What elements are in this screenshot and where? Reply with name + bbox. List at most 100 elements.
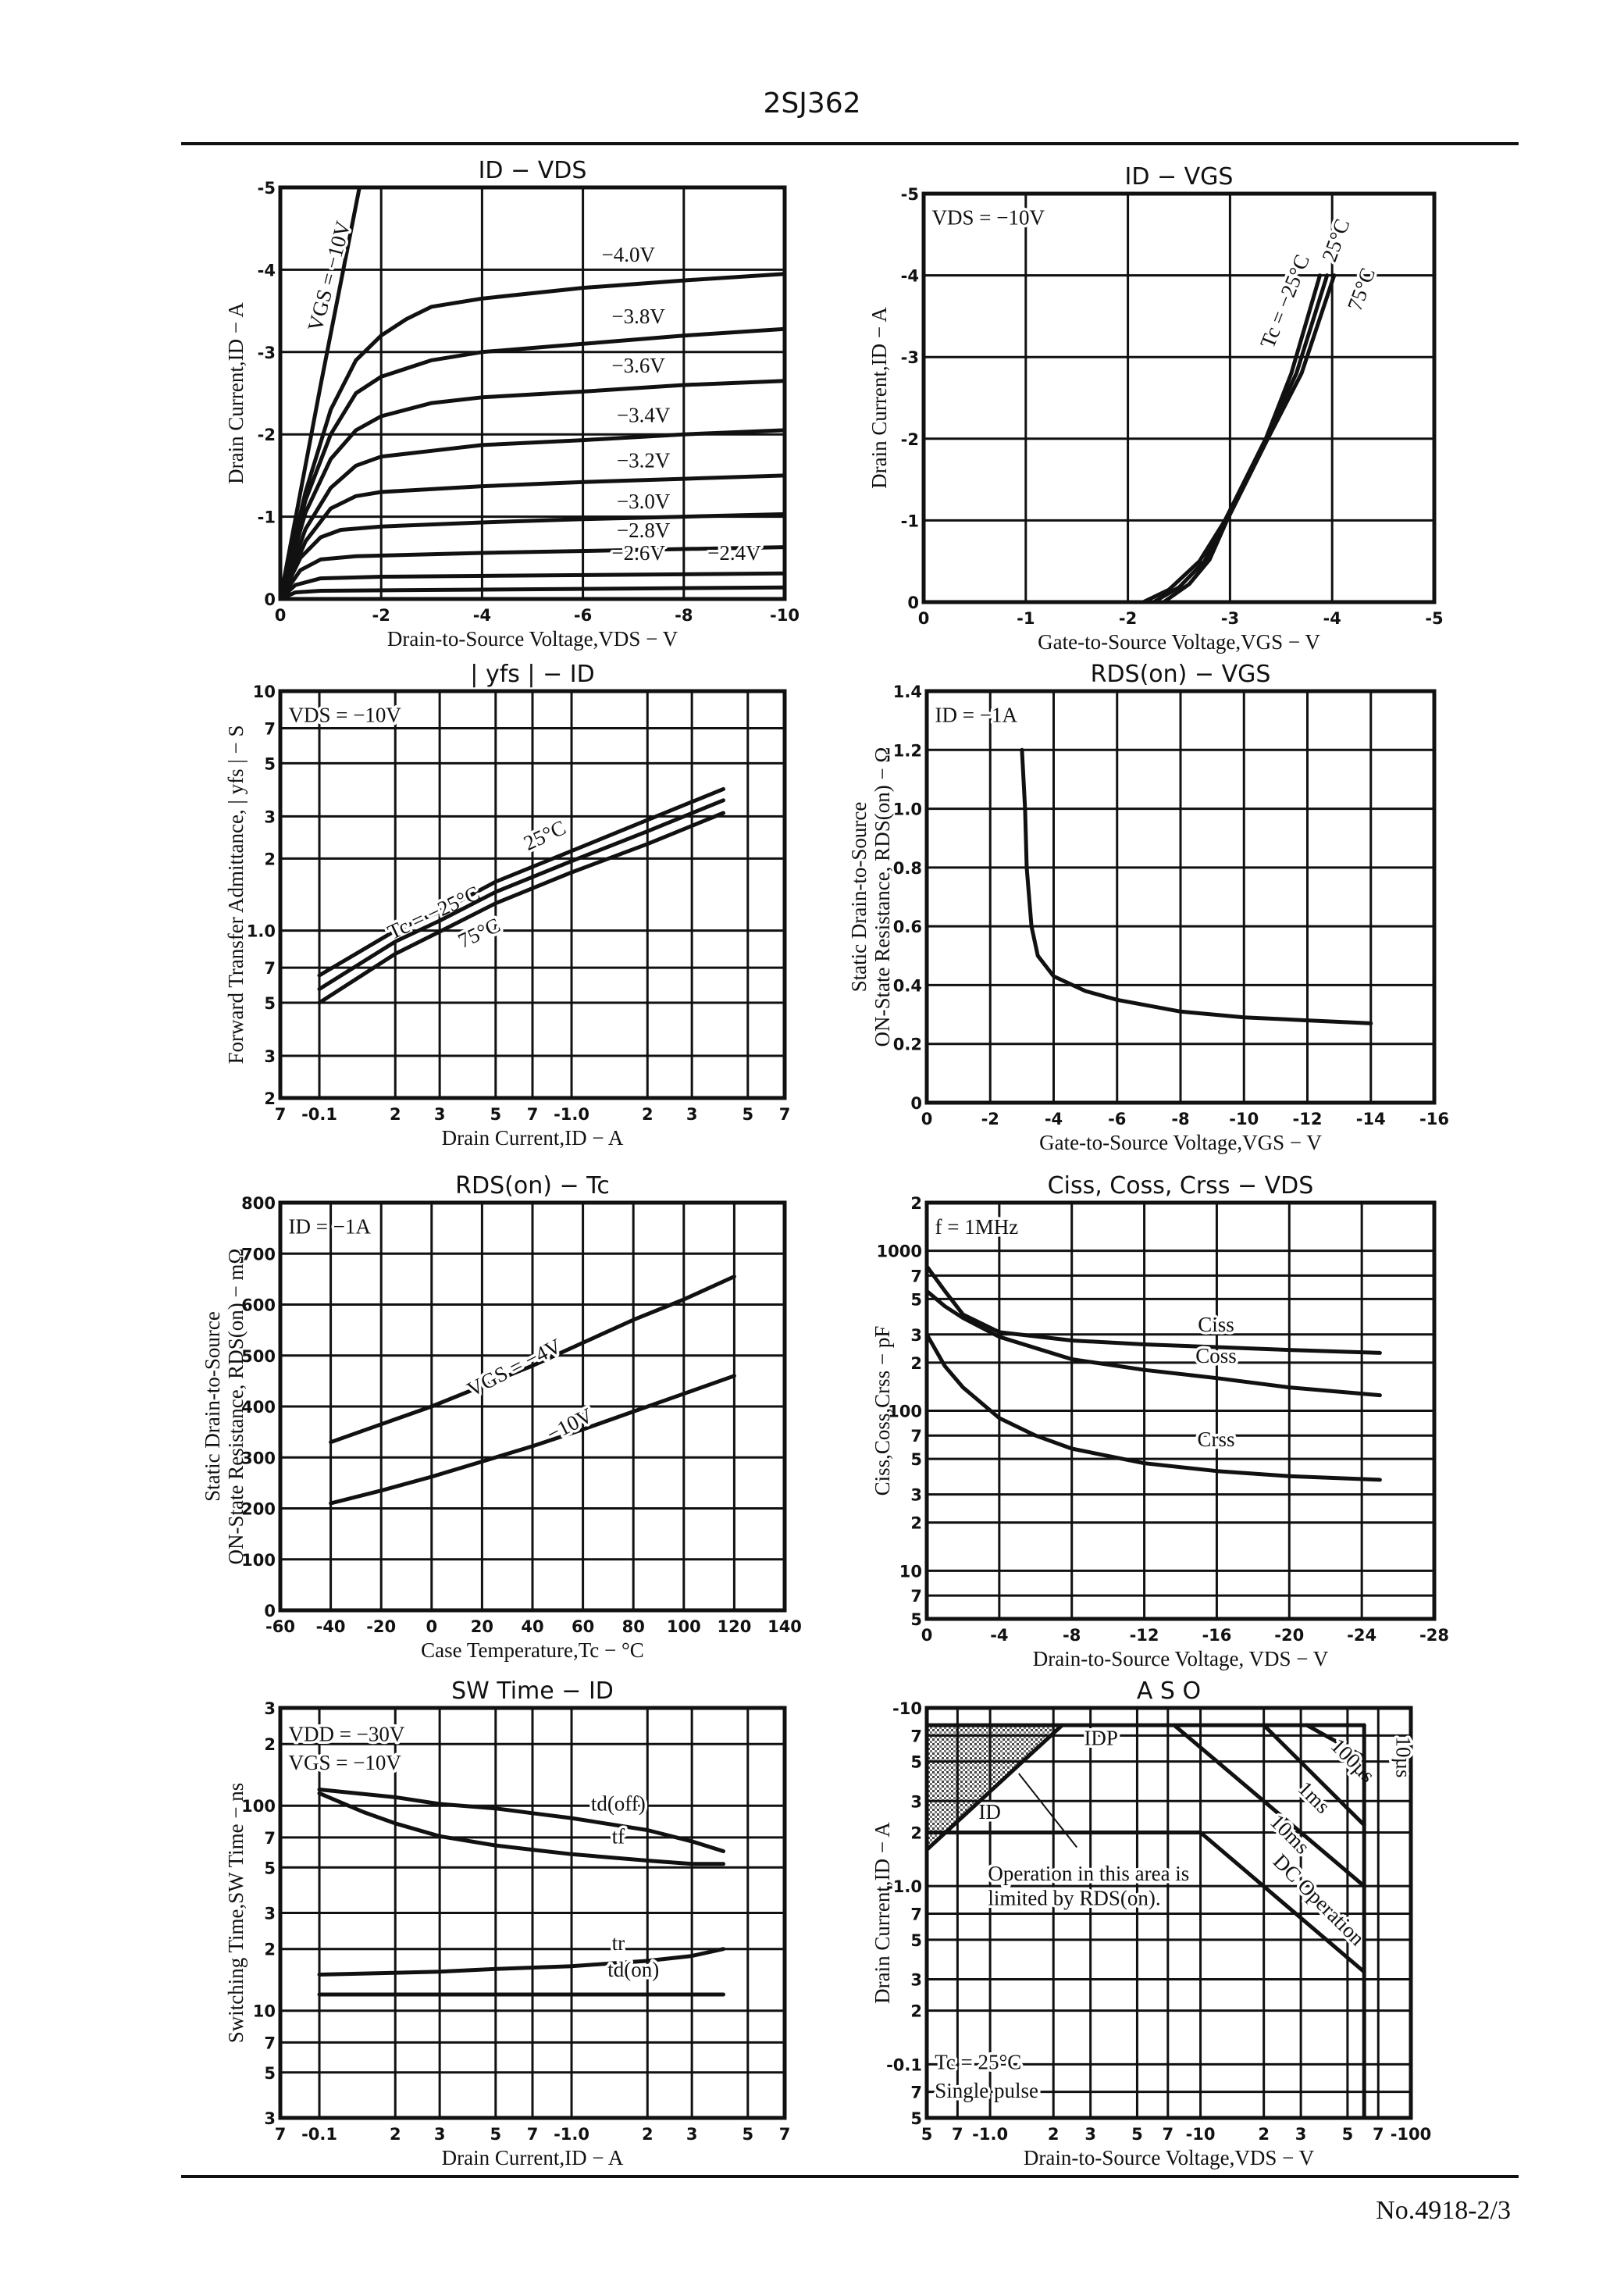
- y-tick-label: 3: [264, 1699, 276, 1718]
- y-tick-label: 10: [253, 2002, 276, 2021]
- x-tick-label: -12: [1293, 1110, 1323, 1128]
- chart-title: SW Time − ID: [451, 1677, 614, 1705]
- x-tick-label: 7: [1373, 2125, 1384, 2144]
- x-tick-label: 7: [527, 2125, 539, 2144]
- x-tick-label: 7: [1163, 2125, 1174, 2144]
- x-axis-label: Case Temperature,Tc − °C: [421, 1638, 644, 1662]
- x-tick-label: -4: [990, 1626, 1008, 1645]
- y-tick-label: 5: [264, 754, 276, 773]
- x-tick-label: 40: [521, 1617, 543, 1636]
- series-line: [278, 571, 787, 601]
- part-number-header: 2SJ362: [763, 87, 861, 119]
- series-label: ID: [978, 1800, 1001, 1823]
- y-axis-label: Forward Transfer Admittance, | yfs | − S: [224, 725, 248, 1064]
- x-tick-label: -2: [981, 1110, 999, 1128]
- x-tick-label: -0.1: [301, 2125, 337, 2144]
- y-tick-label: 7: [910, 1267, 922, 1285]
- y-tick-label: 10: [899, 1562, 922, 1581]
- x-tick-label: 5: [742, 1105, 753, 1124]
- x-tick-label: -8: [1063, 1626, 1081, 1645]
- y-tick-label: 1.2: [893, 741, 922, 760]
- x-axis-label: Drain-to-Source Voltage, VDS − V: [1033, 1647, 1329, 1670]
- series-label: 10µs: [1391, 1736, 1415, 1777]
- y-tick-label: 5: [264, 1859, 276, 1877]
- y-tick-label: 1.4: [893, 683, 922, 701]
- x-tick-label: 3: [1084, 2125, 1096, 2144]
- series-line: [1172, 1723, 1366, 1888]
- series-line: [329, 1374, 736, 1506]
- y-tick-label: 100: [241, 1551, 276, 1570]
- footer-rule: [181, 2175, 1519, 2178]
- series-label: 10ms: [1266, 1809, 1315, 1859]
- x-tick-label: -16: [1419, 1110, 1449, 1128]
- y-tick-label: 400: [241, 1398, 276, 1417]
- chart-title: ID − VGS: [1125, 163, 1234, 191]
- y-tick-label: 2: [264, 1941, 276, 1959]
- annotation-arrow: [1018, 1773, 1077, 1848]
- series-line: [278, 326, 787, 601]
- series-label: 75°C: [1343, 265, 1380, 314]
- x-tick-label: -4: [473, 606, 491, 625]
- chart-title: RDS(on) − VGS: [1091, 661, 1271, 688]
- series-line: [278, 585, 787, 601]
- x-axis-label: Drain Current,ID − A: [442, 1126, 624, 1150]
- x-tick-label: -6: [1108, 1110, 1126, 1128]
- x-tick-label: 100: [667, 1617, 701, 1636]
- condition-note: Single pulse: [935, 2079, 1038, 2102]
- chart-title: RDS(on) − Tc: [455, 1172, 610, 1200]
- condition-note: VDS = −10V: [932, 206, 1045, 230]
- plot-frame: [924, 689, 1437, 1105]
- x-tick-label: 3: [686, 2125, 698, 2144]
- series-label: −3.6V: [611, 354, 665, 377]
- condition-note: f = 1MHz: [935, 1215, 1019, 1239]
- y-tick-label: 3: [910, 1326, 922, 1345]
- x-tick-label: -1.0: [972, 2125, 1008, 2144]
- y-tick-label: 10: [253, 683, 276, 701]
- x-tick-label: 0: [918, 609, 930, 628]
- x-tick-label: 2: [1048, 2125, 1060, 2144]
- series-line: [278, 545, 787, 601]
- document-number: No.4918-2/3: [1376, 2196, 1511, 2225]
- x-tick-label: 7: [779, 1105, 791, 1124]
- y-axis-label: Drain Current,ID − A: [871, 1822, 894, 2004]
- series-line: [278, 473, 787, 601]
- y-tick-label: 7: [264, 959, 276, 978]
- series-label: VGS = −4V: [463, 1334, 565, 1401]
- series-line: [317, 786, 725, 978]
- y-tick-label: 600: [241, 1296, 276, 1315]
- y-tick-label: 5: [910, 1290, 922, 1309]
- y-tick-label: 7: [264, 720, 276, 739]
- y-tick-label: 5: [910, 1931, 922, 1950]
- x-tick-label: -28: [1419, 1626, 1449, 1645]
- x-tick-label: -6: [574, 606, 592, 625]
- chart-1: 0 -2 -4 -6 -8 -10 0 -1 -2 -3 -4 -5 ID − VDS Drain-to-…: [224, 157, 800, 651]
- series-line: [329, 1274, 736, 1445]
- chart-6: 0 -4 -8 -12 -16 -20 -24 -28 5 7 10 2 3 5 7 100 2 3 5 7 1000 2…: [871, 1172, 1449, 1670]
- y-tick-label: 7: [910, 1905, 922, 1924]
- plot-frame: [921, 191, 1437, 604]
- y-tick-label: 5: [910, 1753, 922, 1772]
- x-tick-label: 2: [642, 1105, 654, 1124]
- x-tick-label: 3: [686, 1105, 698, 1124]
- chart-title: Ciss, Coss, Crss − VDS: [1048, 1172, 1314, 1200]
- condition-note: VDS = −10V: [288, 703, 401, 726]
- x-tick-label: 120: [717, 1617, 751, 1636]
- x-tick-label: 0: [921, 1626, 933, 1645]
- series-line: [278, 185, 361, 601]
- x-tick-label: -2: [372, 606, 390, 625]
- y-tick-label: 0.8: [893, 859, 922, 878]
- series-label: Tc = −25°C: [1255, 251, 1314, 351]
- series-line: [921, 273, 1330, 604]
- x-axis-label: Drain-to-Source Voltage,VDS − V: [387, 627, 678, 651]
- x-tick-label: 5: [1342, 2125, 1354, 2144]
- y-tick-label: 3: [910, 1486, 922, 1505]
- y-tick-label: 0: [910, 1094, 922, 1113]
- y-tick-label: 0.4: [893, 976, 922, 995]
- y-tick-label: 2: [910, 1823, 922, 1842]
- y-tick-label: 1.0: [893, 800, 922, 819]
- chart-title: A S O: [1137, 1677, 1201, 1705]
- series-label: 100µs: [1327, 1734, 1380, 1787]
- x-tick-label: 80: [622, 1617, 645, 1636]
